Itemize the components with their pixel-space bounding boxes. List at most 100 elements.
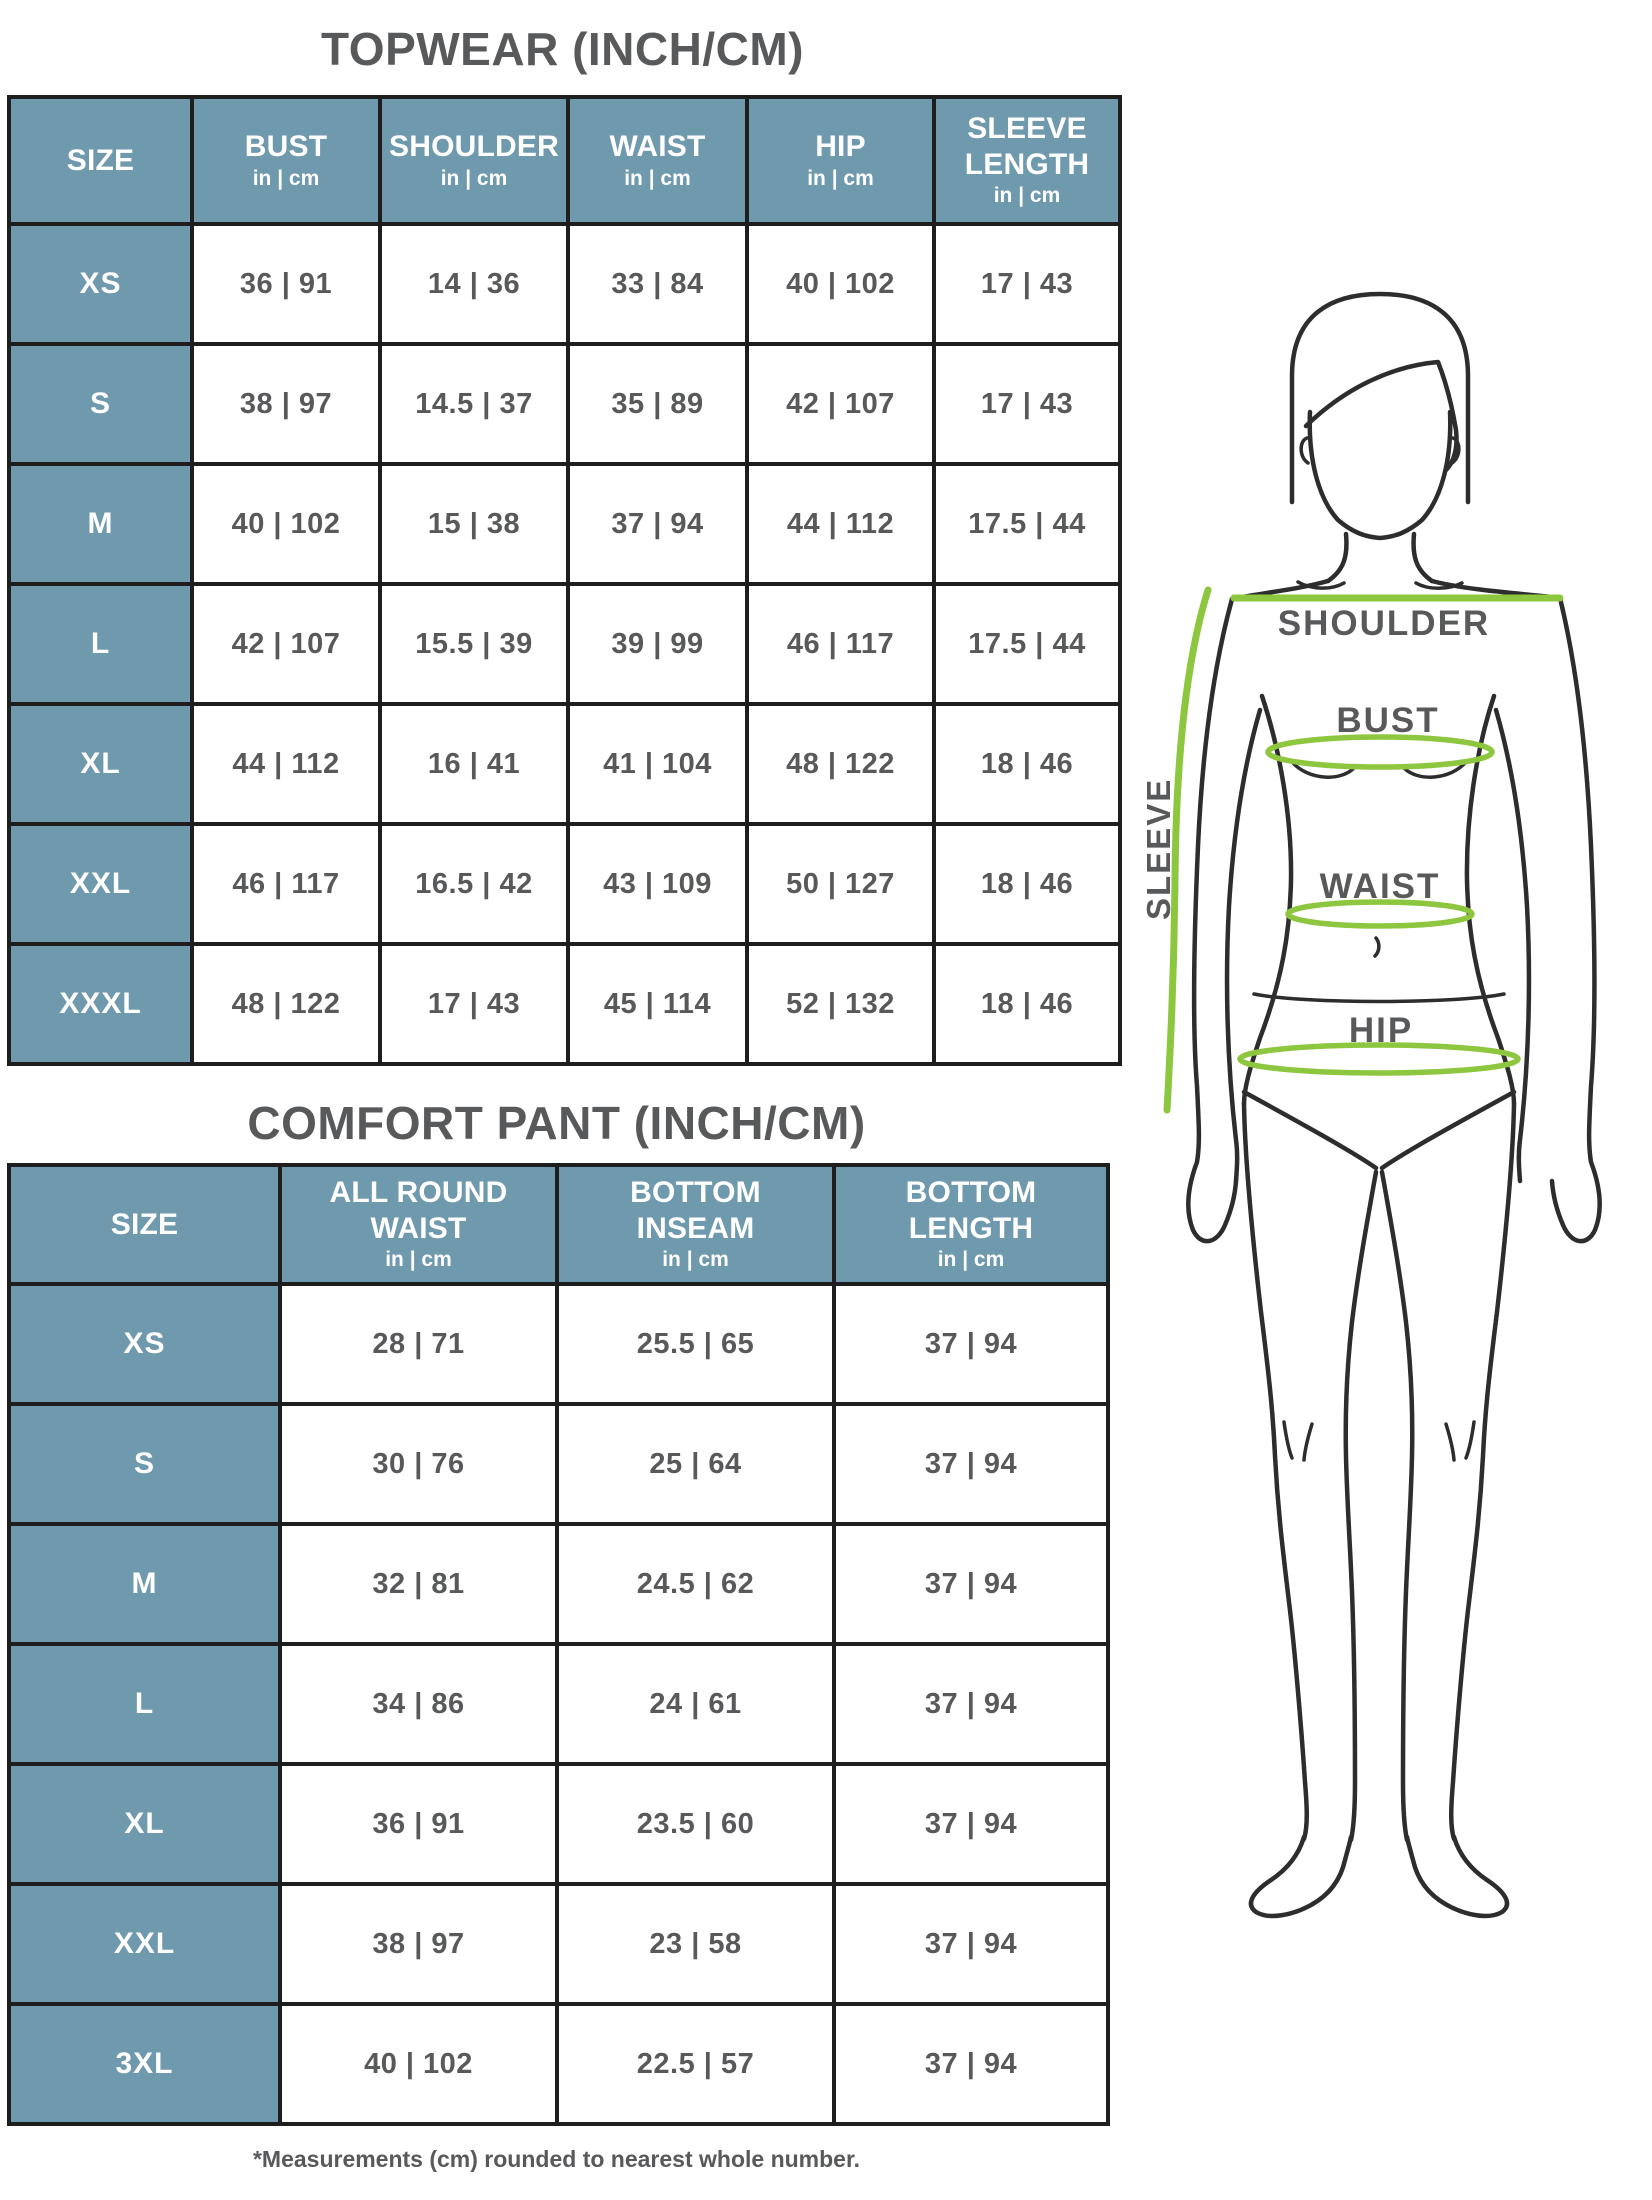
column-header-size: SIZE: [7, 95, 194, 226]
figure-right-arm: [1549, 595, 1602, 1244]
figure-briefs: [1241, 1089, 1517, 1171]
measurement-cell: 16.5 | 42: [378, 822, 570, 946]
column-header-bottom-inseam: BOTTOM INSEAM in | cm: [555, 1163, 836, 1286]
column-header-size: SIZE: [7, 1163, 282, 1286]
table-row: XXXL 48 | 122 17 | 43 45 | 114 52 | 132 18 | …: [7, 942, 1122, 1066]
column-label: ALL ROUND WAIST: [329, 1176, 508, 1245]
column-label: SIZE: [110, 1207, 179, 1241]
topwear-table-header: SIZE BUST in | cm SHOULDER in | cm WAIST…: [7, 95, 1122, 226]
table-row: XS 36 | 91 14 | 36 33 | 84 40 | 102 17 | 43: [7, 222, 1122, 346]
column-unit: in | cm: [624, 166, 691, 190]
size-cell: M: [7, 1522, 282, 1646]
body-measurement-figure: SHOULDER BUST WAIST HIP SLEEVE: [1140, 291, 1602, 1919]
figure-left-arm-inner: [1224, 707, 1263, 1184]
figure-hair-fringe: [1303, 359, 1459, 473]
header-row: SIZE BUST in | cm SHOULDER in | cm WAIST…: [7, 95, 1122, 226]
measurement-cell: 17 | 43: [932, 342, 1122, 466]
figure-ear-right: [1450, 436, 1461, 465]
measurement-cell: 37 | 94: [832, 1882, 1110, 2006]
measurement-cell: 45 | 114: [566, 942, 749, 1066]
measurement-cell: 23.5 | 60: [555, 1762, 836, 1886]
sleeve-measure-curve: [1163, 586, 1212, 1114]
column-header-all-round-waist: ALL ROUND WAIST in | cm: [278, 1163, 559, 1286]
measurement-cell: 18 | 46: [932, 702, 1122, 826]
measurement-cell: 17.5 | 44: [932, 462, 1122, 586]
figure-face: [1307, 409, 1453, 541]
column-label: BUST: [244, 130, 328, 164]
measurement-cell: 50 | 127: [745, 822, 936, 946]
bust-measure-ellipse: [1265, 734, 1495, 770]
measurement-cell: 17 | 43: [932, 222, 1122, 346]
measurement-cell: 37 | 94: [832, 1402, 1110, 1526]
measurement-cell: 44 | 112: [190, 702, 382, 826]
measurement-cell: 37 | 94: [566, 462, 749, 586]
size-cell: XS: [7, 1282, 282, 1406]
measurement-cell: 18 | 46: [932, 822, 1122, 946]
pant-table-header: SIZE ALL ROUND WAIST in | cm BOTTOM INSE…: [7, 1163, 1110, 1286]
column-unit: in | cm: [662, 1248, 729, 1272]
measurement-cell: 34 | 86: [278, 1642, 559, 1766]
size-cell: XL: [7, 1762, 282, 1886]
figure-ear-left: [1299, 436, 1310, 465]
figure-bust-curves: [1290, 760, 1468, 779]
table-row: XL 36 | 91 23.5 | 60 37 | 94: [7, 1762, 1110, 1886]
figure-right-arm-inner: [1493, 707, 1532, 1184]
measurement-cell: 44 | 112: [745, 462, 936, 586]
header-row: SIZE ALL ROUND WAIST in | cm BOTTOM INSE…: [7, 1163, 1110, 1286]
measurement-cell: 30 | 76: [278, 1402, 559, 1526]
measurement-cell: 36 | 91: [278, 1762, 559, 1886]
measurement-cell: 46 | 117: [190, 822, 382, 946]
column-unit: in | cm: [993, 184, 1061, 208]
table-row: XXL 46 | 117 16.5 | 42 43 | 109 50 | 127 18 |…: [7, 822, 1122, 946]
measurement-cell: 15 | 38: [378, 462, 570, 586]
comfort-pant-size-table: SIZE ALL ROUND WAIST in | cm BOTTOM INSE…: [7, 1163, 1110, 2126]
column-header-sleeve-length: SLEEVE LENGTH in | cm: [932, 95, 1122, 226]
measurement-cell: 40 | 102: [190, 462, 382, 586]
measurement-cell: 42 | 107: [190, 582, 382, 706]
size-cell: XXL: [7, 1882, 282, 2006]
column-label: SHOULDER: [389, 130, 559, 164]
topwear-title: TOPWEAR (INCH/CM): [321, 23, 804, 75]
measurement-cell: 37 | 94: [832, 1522, 1110, 1646]
table-row: XL 44 | 112 16 | 41 41 | 104 48 | 122 18 | 46: [7, 702, 1122, 826]
measurement-cell: 37 | 94: [832, 1642, 1110, 1766]
measurement-cell: 42 | 107: [745, 342, 936, 466]
figure-collarbones: [1296, 580, 1464, 590]
measurement-cell: 32 | 81: [278, 1522, 559, 1646]
measurement-cell: 14.5 | 37: [378, 342, 570, 466]
measurement-cell: 24.5 | 62: [555, 1522, 836, 1646]
table-row: S 38 | 97 14.5 | 37 35 | 89 42 | 107 17 | 43: [7, 342, 1122, 466]
table-row: XXL 38 | 97 23 | 58 37 | 94: [7, 1882, 1110, 2006]
measurement-cell: 23 | 58: [555, 1882, 836, 2006]
pant-table-body: XS 28 | 71 25.5 | 65 37 | 94 S 30 | 76 25 | 64…: [7, 1282, 1110, 2126]
measurement-cell: 37 | 94: [832, 2002, 1110, 2126]
figure-left-leg-outer: [1241, 1101, 1309, 1842]
figure-left-foot: [1248, 1834, 1354, 1919]
column-label: BOTTOM INSEAM: [630, 1176, 761, 1245]
column-unit: in | cm: [807, 166, 874, 190]
bust-label: BUST: [1336, 701, 1439, 740]
measurement-footnote: *Measurements (cm) rounded to nearest wh…: [252, 2146, 861, 2172]
column-label: HIP: [815, 130, 866, 164]
size-cell: L: [7, 582, 194, 706]
figure-knee-marks: [1282, 1420, 1476, 1462]
measurement-cell: 18 | 46: [932, 942, 1122, 1066]
column-unit: in | cm: [440, 166, 508, 190]
measurement-cell: 17 | 43: [378, 942, 570, 1066]
column-header-hip: HIP in | cm: [745, 95, 936, 226]
table-row: M 40 | 102 15 | 38 37 | 94 44 | 112 17.5 | 44: [7, 462, 1122, 586]
column-header-bust: BUST in | cm: [190, 95, 382, 226]
topwear-table-body: XS 36 | 91 14 | 36 33 | 84 40 | 102 17 | 43 S 3…: [7, 222, 1122, 1066]
waist-measure-ellipse: [1285, 899, 1475, 929]
figure-navel: [1373, 936, 1381, 958]
measurement-cell: 41 | 104: [566, 702, 749, 826]
measurement-cell: 16 | 41: [378, 702, 570, 826]
waist-label: WAIST: [1320, 867, 1441, 906]
sleeve-label: SLEEVE: [1140, 778, 1177, 920]
column-label: SIZE: [66, 143, 135, 177]
measurement-cell: 37 | 94: [832, 1282, 1110, 1406]
comfort-pant-title: COMFORT PANT (INCH/CM): [247, 1097, 866, 1149]
measurement-cell: 25 | 64: [555, 1402, 836, 1526]
column-label: BOTTOM LENGTH: [905, 1176, 1037, 1245]
